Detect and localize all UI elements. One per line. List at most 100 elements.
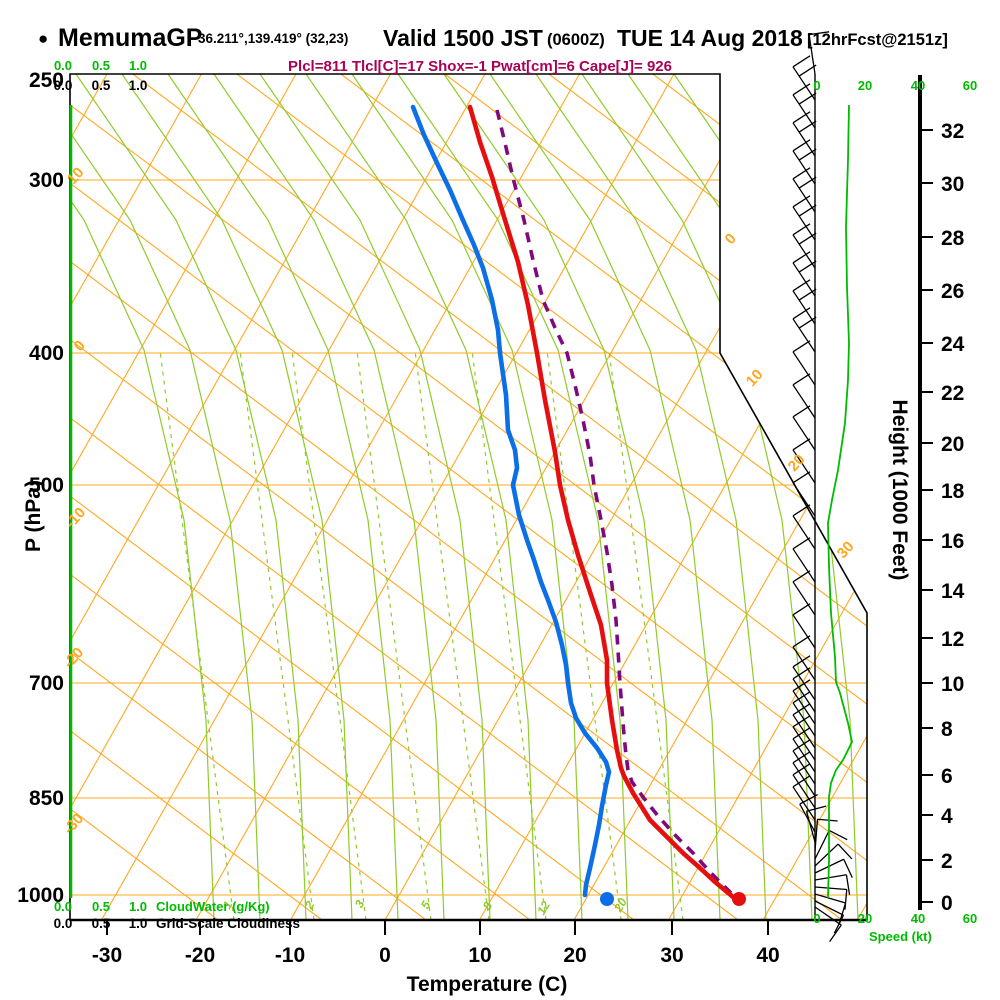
wind-barb: [792, 111, 817, 157]
cloudiness-scale-value: 0.0: [54, 78, 73, 93]
wind-barb: [814, 886, 848, 910]
moist-adiabat-line: [627, 74, 859, 920]
wind-barbs: [792, 31, 853, 942]
parcel-path-curve: [495, 109, 733, 895]
wind-barb: [792, 763, 816, 809]
wind-barb: [792, 570, 816, 616]
station-bullet-icon: ●: [38, 29, 48, 48]
temperature-curve: [467, 104, 736, 900]
pressure-axis-labels: 250 300 400 500 700 850 1000: [17, 69, 64, 907]
moist-adiabat-line: [443, 74, 675, 920]
isotherm-lines: [70, 74, 867, 920]
height-tick-label: 14: [941, 580, 965, 603]
wind-barb: [808, 31, 830, 75]
station-coordinates: 36.211°,139.419° (32,23): [198, 31, 348, 46]
wind-barb: [792, 739, 816, 785]
mixing-ratio-value-label: 12: [534, 898, 553, 917]
dry-adiabat-line: [132, 74, 867, 920]
mixing-ratio-value-label: 8: [480, 899, 496, 912]
speed-axis-title: Speed (kt): [869, 929, 932, 944]
mixing-ratio-value-labels: 1 2 3 5 8 12 20: [220, 895, 630, 917]
wind-barb: [792, 504, 816, 550]
wind-barb: [814, 829, 848, 860]
speed-tick-label: 20: [858, 911, 872, 926]
pressure-tick-label: 400: [29, 342, 64, 365]
wind-barb: [792, 537, 816, 583]
dry-adiabat-line: [70, 74, 323, 920]
cloudiness-scale-value: 0.5: [92, 78, 111, 93]
surface-dewpoint-dot: [600, 892, 614, 906]
dry-adiabat-line: [548, 74, 867, 920]
pressure-tick-label: 250: [29, 69, 64, 92]
dry-adiabat-line: [965, 74, 1000, 920]
cloudwater-scale-value: 1.0: [129, 899, 147, 914]
mixing-ratio-value-label: 5: [418, 898, 434, 911]
cloudiness-scale-value: 1.0: [129, 78, 148, 93]
height-tick-label: 32: [941, 120, 964, 143]
isotherm-value-label: 10: [743, 366, 767, 390]
isotherm-value-label: -30: [60, 810, 87, 837]
height-tick-label: 4: [941, 805, 953, 828]
wind-barb: [792, 223, 817, 269]
height-tick-label: 2: [941, 850, 953, 873]
speed-tick-label: 40: [911, 911, 925, 926]
temperature-tick-label: 20: [563, 944, 586, 967]
moist-adiabat-line: [121, 74, 353, 920]
isotherm-line: [479, 74, 867, 920]
cloudiness-scale-value: 1.0: [129, 916, 148, 931]
cloudiness-scale-value: 0.0: [54, 916, 73, 931]
wind-barb: [792, 373, 816, 419]
moist-adiabat-line: [489, 74, 721, 920]
dry-adiabat-line: [70, 74, 531, 920]
pressure-gridlines: [70, 179, 867, 896]
wind-speed-profile: [827, 104, 853, 899]
forecast-tag: [12hrFcst@2151z]: [807, 31, 948, 49]
plot-frame: [69, 73, 868, 921]
cloudwater-scale-title: CloudWater (g/Kg): [156, 899, 270, 914]
isotherm-line: [290, 74, 769, 920]
moist-adiabat-line: [857, 74, 867, 920]
wind-barb: [814, 893, 847, 923]
height-tick-label: 20: [941, 433, 964, 456]
wind-barb: [792, 405, 816, 451]
isotherm-line: [573, 74, 867, 920]
sounding-stats-line: Plcl=811 Tlcl[C]=17 Shox=-1 Pwat[cm]=6 C…: [288, 58, 672, 75]
cloudiness-scale-value: 0.5: [92, 916, 111, 931]
dry-adiabat-line: [860, 74, 867, 920]
moist-adiabat-line: [305, 74, 537, 920]
wind-barb: [792, 251, 817, 297]
valid-date: TUE 14 Aug 2018: [617, 25, 803, 51]
height-axis-title: Height (1000 Feet): [888, 400, 911, 581]
wind-barb: [814, 874, 851, 895]
isotherm-line: [857, 74, 867, 920]
height-tick-label: 8: [941, 718, 953, 741]
dry-adiabat-line: [70, 74, 867, 920]
dry-adiabat-line: [70, 74, 739, 920]
height-tick-label: 30: [941, 173, 964, 196]
dry-adiabat-line: [70, 74, 843, 920]
temperature-tick-label: 0: [379, 944, 391, 967]
moist-adiabat-line: [70, 74, 261, 920]
isotherm-value-label: 10: [64, 164, 88, 188]
moist-adiabat-line: [535, 74, 767, 920]
temperature-tick-label: -30: [92, 944, 122, 967]
wind-barb: [805, 805, 827, 843]
pressure-tick-label: 850: [29, 787, 64, 810]
wind-barb: [792, 167, 817, 213]
wind-barb: [799, 793, 818, 833]
isotherm-line: [70, 74, 297, 920]
dry-adiabat-line: [444, 74, 867, 920]
isotherm-line: [668, 74, 867, 920]
height-tick-label: 10: [941, 673, 964, 696]
wind-barb: [792, 139, 817, 185]
wind-barb: [792, 340, 816, 386]
wind-barb: [814, 900, 845, 934]
dry-adiabat-line: [70, 74, 427, 920]
wind-barb: [792, 83, 817, 129]
height-tick-label: 28: [941, 227, 965, 250]
pressure-axis-title: P (hPa): [22, 480, 45, 552]
isotherm-value-label: -10: [62, 504, 89, 531]
moist-adiabat-line: [167, 74, 399, 920]
